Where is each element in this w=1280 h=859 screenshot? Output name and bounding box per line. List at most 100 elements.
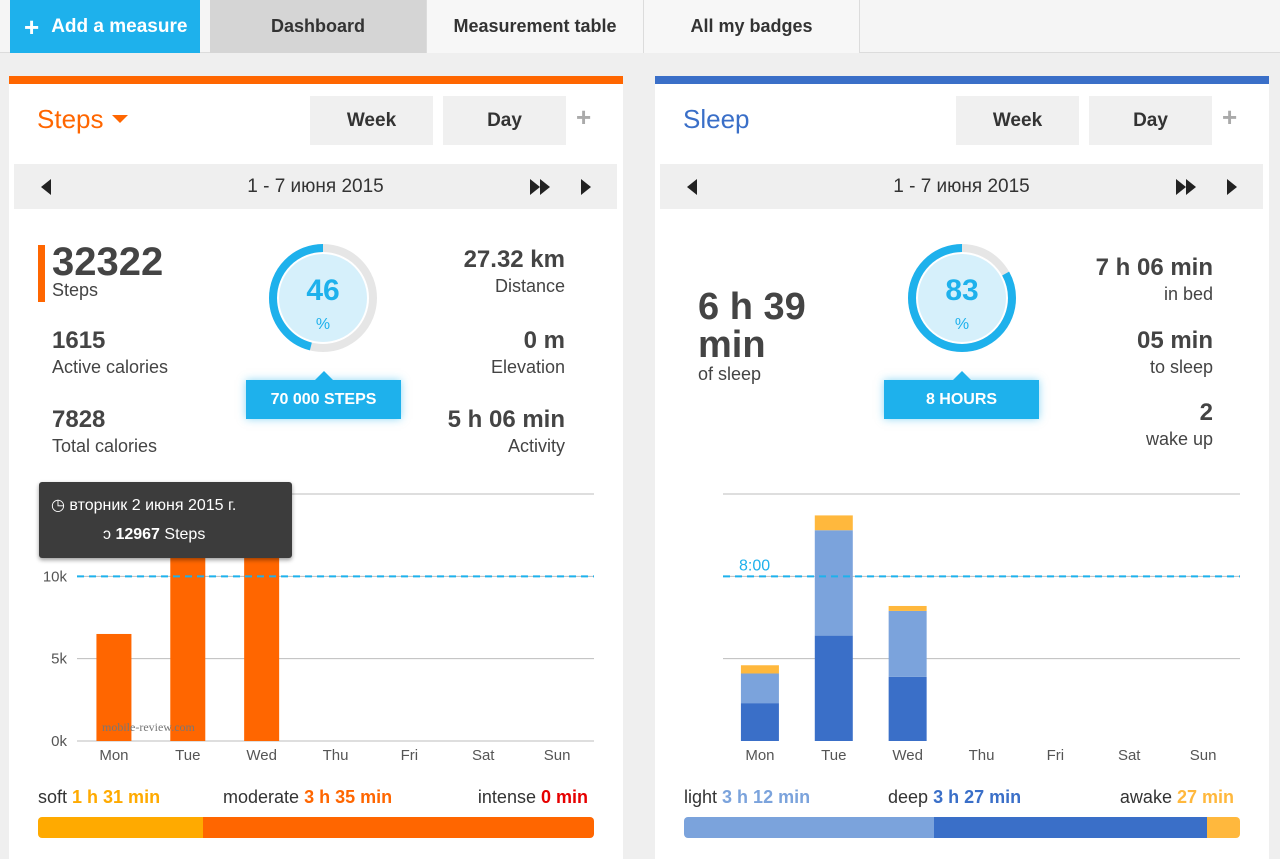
steps-date-navigator: 1 - 7 июня 2015 (14, 164, 617, 209)
x-tick-label: Sat (472, 747, 495, 764)
activity-value: 5 h 06 min (447, 406, 565, 433)
active-calories-label: Active calories (52, 357, 169, 377)
add-measure-button[interactable]: + Add a measure (10, 0, 200, 53)
intensity-segment (38, 817, 204, 838)
fast-forward-icon[interactable] (530, 179, 550, 200)
sleep-chart: Mon Tue Wed Thu Fri Sat Sun 8:00 (723, 493, 1240, 764)
active-calories-value: 1615 (52, 327, 106, 354)
sleep-goal-badge: 8 HOURS (884, 371, 1039, 419)
deep-summary: deep 3 h 27 min (888, 787, 1021, 808)
x-tick-label: Sun (544, 747, 571, 764)
sleep-bar-segment (888, 610, 927, 677)
sleep-phase-segment (684, 817, 935, 838)
in-bed-value: 7 h 06 min (1095, 254, 1213, 281)
goal-line-label: 8:00 (739, 557, 770, 574)
goal-progress-arc (908, 244, 1016, 352)
sleep-week-button[interactable]: Week (956, 96, 1079, 145)
tooltip-unit: Steps (164, 526, 206, 543)
sleep-add-icon[interactable]: + (1222, 102, 1238, 132)
moderate-summary: moderate 3 h 35 min (223, 787, 392, 808)
soft-summary: soft 1 h 31 min (38, 787, 160, 808)
next-arrow-icon[interactable] (1227, 179, 1237, 195)
sleep-day-button[interactable]: Day (1089, 96, 1212, 145)
x-tick-label: Mon (745, 747, 774, 764)
goal-progress-arc (269, 244, 377, 352)
x-tick-label: Fri (1047, 747, 1065, 764)
deep-value: 3 h 27 min (933, 787, 1022, 807)
x-tick-label: Thu (969, 747, 995, 764)
x-tick-label: Sat (1118, 747, 1141, 764)
sleep-percent-sign: % (954, 316, 970, 333)
steps-title-dropdown[interactable]: Steps (37, 104, 128, 135)
total-sleep-value-line2: min (698, 324, 766, 366)
steps-goal-ring: 46 % (267, 242, 379, 354)
y-tick-label: 0k (51, 733, 67, 750)
steps-bar (244, 543, 280, 741)
to-sleep-label: to sleep (1149, 357, 1213, 377)
moderate-label: moderate (223, 787, 300, 807)
caret-down-icon (111, 115, 128, 124)
tab-measurement-table[interactable]: Measurement table (427, 0, 644, 53)
sleep-goal-percent: 83 (945, 274, 979, 307)
steps-goal-percent: 46 (306, 274, 340, 307)
steps-ring-svg (269, 244, 377, 352)
to-sleep-value: 05 min (1136, 327, 1213, 354)
next-arrow-icon[interactable] (581, 179, 591, 195)
steps-day-button[interactable]: Day (443, 96, 566, 145)
intense-value: 0 min (540, 787, 588, 807)
awake-label: awake (1119, 787, 1172, 807)
y-tick-label: 5k (51, 651, 67, 668)
elevation-label: Elevation (490, 357, 565, 377)
tooltip-value: 12967 (115, 526, 160, 543)
steps-bar (170, 527, 206, 741)
deep-label: deep (888, 787, 929, 807)
sleep-phase-segment (934, 817, 1207, 838)
x-tick-label: Sun (1190, 747, 1217, 764)
steps-panel: Steps Week Day + 1 - 7 июня 2015 32322 S… (9, 76, 623, 859)
sleep-bar-segment (740, 665, 779, 674)
add-measure-label: Add a measure (51, 15, 188, 37)
x-tick-label: Tue (175, 747, 200, 764)
tooltip-date: вторник 2 июня 2015 г. (69, 497, 237, 514)
tab-dashboard[interactable]: Dashboard (210, 0, 427, 53)
distance-label: Distance (494, 276, 565, 296)
previous-arrow-icon[interactable] (41, 179, 51, 195)
wake-up-label: wake up (1145, 429, 1213, 449)
sleep-date-navigator: 1 - 7 июня 2015 (660, 164, 1263, 209)
steps-add-icon[interactable]: + (576, 102, 592, 132)
sleep-goal-ring: 83 % (906, 242, 1018, 354)
plus-icon: + (24, 11, 40, 42)
total-steps-value: 32322 (52, 240, 164, 284)
soft-label: soft (38, 787, 68, 807)
fast-forward-icon[interactable] (1176, 179, 1196, 200)
previous-arrow-icon[interactable] (687, 179, 697, 195)
sleep-bar-segment (814, 635, 853, 741)
sleep-phase-breakdown-bar (684, 817, 1240, 838)
y-tick-label: 10k (43, 568, 68, 585)
x-tick-label: Tue (821, 747, 846, 764)
tab-all-my-badges[interactable]: All my badges (644, 0, 860, 53)
intense-label: intense (477, 787, 536, 807)
total-calories-label: Total calories (52, 436, 158, 456)
elevation-value: 0 m (523, 327, 565, 354)
watermark-text: mobile-review.com (102, 720, 195, 734)
clock-icon: ◷ (51, 497, 65, 514)
steps-title: Steps (37, 104, 104, 134)
wake-up-value: 2 (1199, 399, 1213, 426)
steps-date-range: 1 - 7 июня 2015 (247, 176, 384, 197)
x-tick-label: Wed (246, 747, 277, 764)
sleep-bar-segment (814, 530, 853, 636)
soft-value: 1 h 31 min (72, 787, 161, 807)
steps-percent-sign: % (315, 316, 331, 333)
steps-accent-marker (38, 245, 45, 302)
total-calories-value: 7828 (52, 406, 106, 433)
activity-label: Activity (507, 436, 565, 456)
moderate-value: 3 h 35 min (304, 787, 393, 807)
steps-week-button[interactable]: Week (310, 96, 433, 145)
steps-shoe-icon: ↄ (103, 526, 111, 543)
sleep-phase-segment (1206, 817, 1240, 838)
light-value: 3 h 12 min (722, 787, 811, 807)
distance-value: 27.32 km (463, 246, 565, 273)
sleep-title: Sleep (683, 104, 750, 134)
steps-bar (96, 633, 132, 741)
